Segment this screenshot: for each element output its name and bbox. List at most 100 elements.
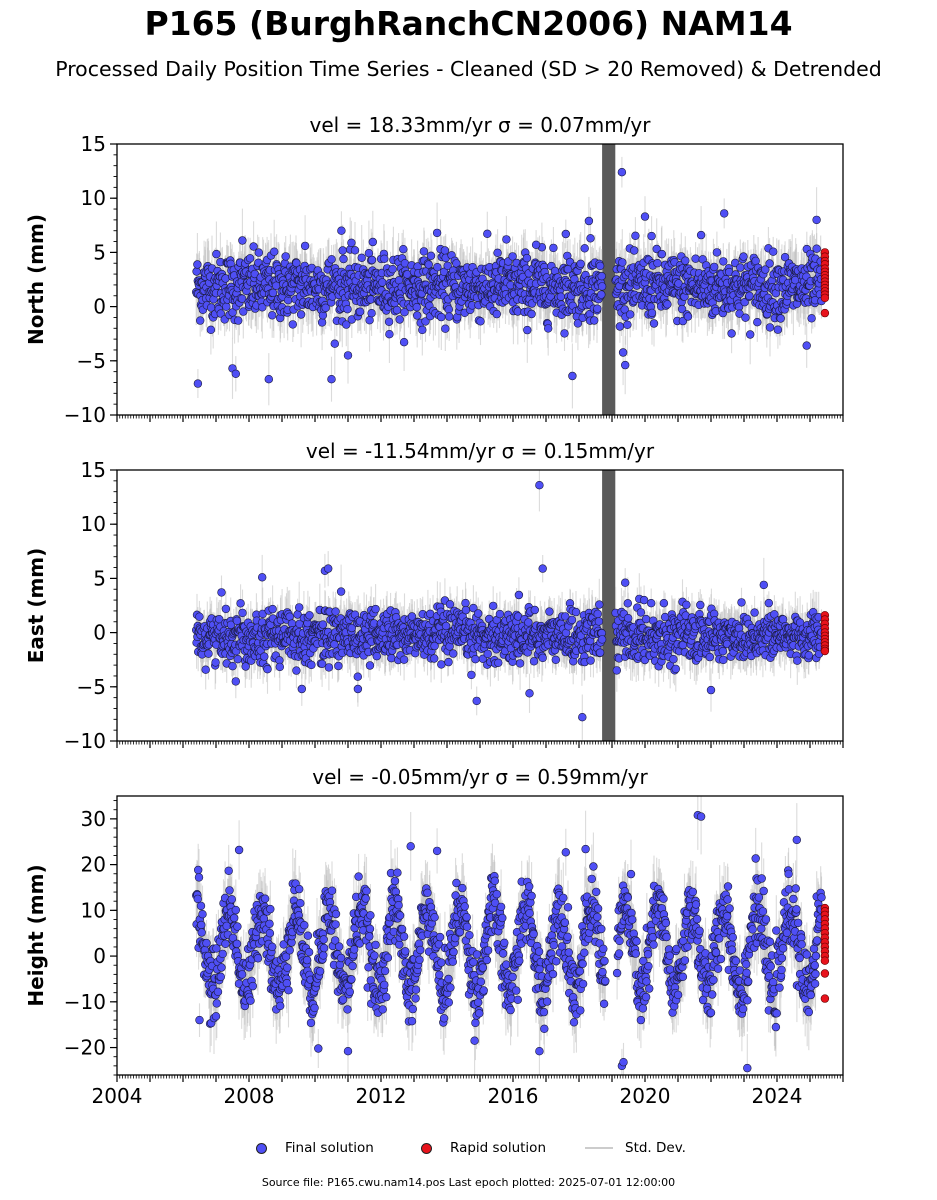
final-point [495, 609, 505, 619]
final-point [644, 961, 653, 971]
final-point [639, 595, 649, 605]
final-point [364, 963, 373, 972]
final-point [365, 924, 375, 933]
final-point [575, 966, 585, 976]
final-point [810, 979, 820, 988]
final-point [502, 235, 511, 244]
final-point [549, 243, 558, 253]
final-point [695, 926, 704, 936]
final-point [644, 984, 654, 993]
final-point [620, 360, 630, 370]
final-point [399, 338, 409, 347]
final-point [817, 893, 826, 902]
final-point [647, 308, 657, 318]
final-point [802, 341, 811, 350]
final-point [641, 992, 651, 1002]
final-point [542, 997, 552, 1006]
final-point [445, 312, 454, 321]
final-point [530, 605, 539, 615]
final-point [254, 248, 263, 257]
final-point [766, 962, 775, 971]
final-point [201, 665, 210, 674]
final-point [292, 666, 301, 675]
y-tick-label: 0 [93, 295, 106, 319]
final-point [793, 656, 802, 665]
final-point [224, 866, 233, 875]
final-point [470, 1036, 479, 1045]
final-point [578, 979, 588, 989]
final-point [331, 920, 340, 929]
final-point [361, 894, 370, 903]
final-point [584, 216, 594, 226]
final-point [317, 659, 327, 668]
final-point [748, 925, 757, 934]
final-point [683, 942, 692, 951]
final-point [623, 599, 632, 608]
final-point [433, 263, 442, 272]
final-point [791, 884, 800, 893]
final-point [327, 375, 336, 384]
final-point [681, 256, 690, 265]
final-point [529, 929, 538, 939]
final-point [722, 911, 732, 921]
final-point [551, 655, 560, 664]
final-point [474, 998, 483, 1007]
final-point [265, 928, 275, 938]
final-point [765, 937, 775, 946]
final-point [707, 990, 717, 999]
final-point [194, 865, 203, 875]
y-axis-label-height: Height (mm) [24, 864, 48, 1006]
final-point [366, 911, 375, 920]
final-point [197, 920, 206, 930]
final-point [399, 245, 408, 254]
y-axis-label-east: East (mm) [24, 548, 48, 664]
final-point [193, 894, 203, 904]
final-point [378, 278, 387, 287]
final-point [743, 1063, 752, 1073]
final-point [780, 253, 790, 262]
final-point [569, 1018, 579, 1027]
final-point [535, 964, 544, 974]
final-point [449, 947, 458, 957]
final-point [331, 607, 340, 616]
final-point [773, 325, 783, 334]
final-point [595, 648, 605, 657]
final-point [705, 652, 714, 662]
final-point [600, 956, 609, 966]
final-point [390, 876, 400, 886]
legend-final: Final solution [256, 1136, 374, 1160]
final-point [193, 260, 202, 269]
final-point [343, 1005, 352, 1014]
final-point [578, 959, 587, 968]
legend-std: Std. Dev. [585, 1136, 686, 1160]
final-point [469, 957, 478, 967]
final-point [380, 254, 389, 263]
final-point [343, 1046, 353, 1056]
final-point [757, 924, 766, 933]
legend-rapid-label: Rapid solution [450, 1140, 546, 1156]
final-point [469, 603, 478, 613]
final-point [811, 969, 820, 979]
legend-final-marker [256, 1142, 267, 1154]
final-point [739, 252, 748, 261]
final-point [411, 994, 420, 1003]
final-point [775, 983, 784, 992]
plot-area-height [192, 796, 830, 1075]
final-point [657, 249, 667, 259]
final-point [423, 888, 432, 897]
final-point [446, 983, 455, 992]
final-point [196, 316, 205, 325]
final-point [601, 976, 610, 986]
final-point [741, 313, 750, 322]
final-point [662, 932, 671, 942]
plot-area-east [192, 470, 830, 741]
final-point [586, 656, 595, 665]
final-point [237, 970, 247, 979]
y-tick-label: 0 [93, 944, 106, 968]
final-point [216, 972, 226, 981]
final-point [672, 944, 681, 954]
final-point [339, 254, 348, 264]
final-point [193, 379, 203, 388]
final-point [458, 883, 467, 893]
y-tick-label: 0 [93, 621, 106, 645]
